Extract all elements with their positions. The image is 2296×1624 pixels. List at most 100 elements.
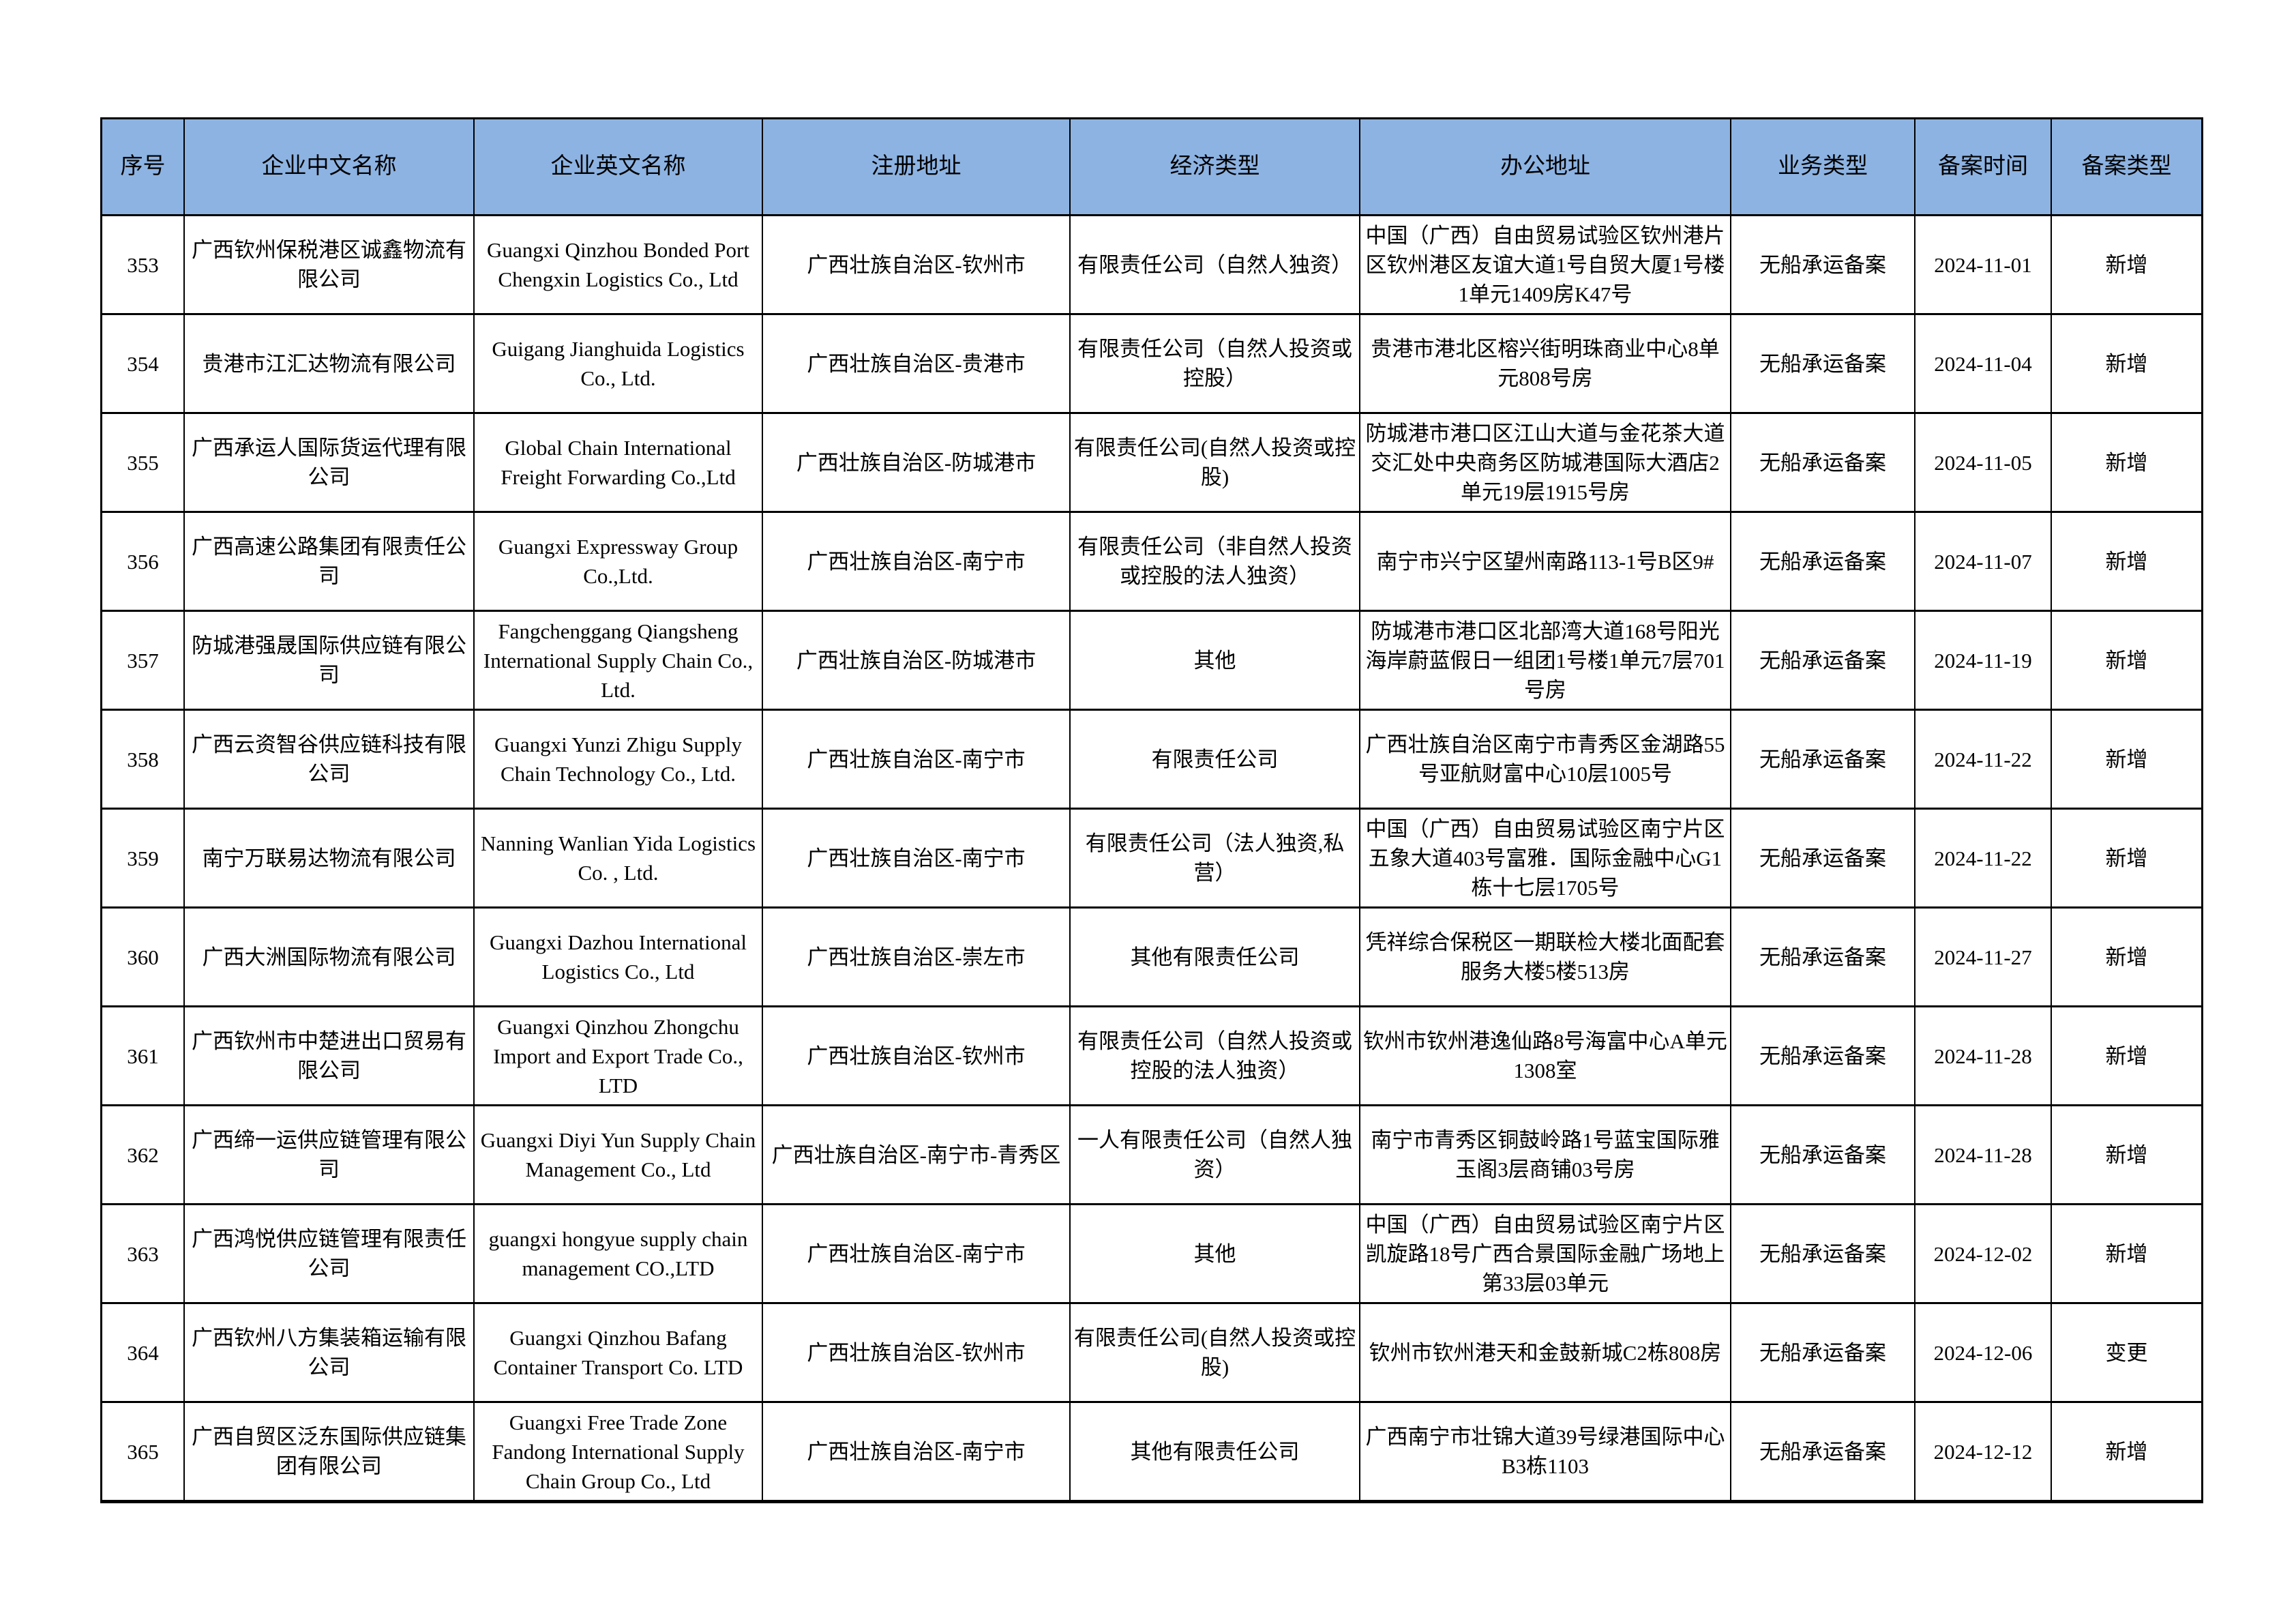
cell-registered-address: 广西壮族自治区-钦州市: [763, 1304, 1071, 1401]
cell-text: 2024-11-22: [1934, 846, 2032, 870]
cell-economic-type: 有限责任公司（自然人投资或控股）: [1071, 315, 1360, 412]
cell-text: 355: [127, 450, 159, 475]
cell-registered-address: 广西壮族自治区-钦州市: [763, 1007, 1071, 1104]
cell-text: 2024-11-28: [1934, 1044, 2032, 1068]
column-header-label: 企业中文名称: [261, 154, 397, 179]
cell-registered-address: 广西壮族自治区-贵港市: [763, 315, 1071, 412]
cell-text: 2024-11-19: [1934, 648, 2032, 673]
cell-text: 广西高速公路集团有限责任公司: [192, 535, 466, 588]
cell-office-address: 中国（广西）自由贸易试验区钦州港片区钦州港区友谊大道1号自贸大厦1号楼1单元14…: [1360, 216, 1731, 313]
cell-text: 无船承运备案: [1759, 252, 1886, 277]
cell-text: 钦州市钦州港天和金鼓新城C2栋808房: [1369, 1340, 1722, 1365]
cell-text: Guigang Jianghuida Logistics Co., Ltd.: [492, 337, 745, 390]
cell-text: 广西云资智谷供应链科技有限公司: [192, 733, 466, 786]
cell-text: 有限责任公司(自然人投资或控股): [1073, 436, 1356, 489]
cell-text: 新增: [2105, 252, 2148, 277]
cell-text: 354: [127, 351, 159, 376]
cell-text: 363: [127, 1241, 159, 1266]
column-header-label: 备案时间: [1938, 154, 2028, 179]
cell-office-address: 钦州市钦州港天和金鼓新城C2栋808房: [1360, 1304, 1731, 1401]
cell-text: 南宁市青秀区铜鼓岭路1号蓝宝国际雅玉阁3层商铺03号房: [1371, 1128, 1720, 1181]
cell-text: 新增: [2105, 945, 2148, 969]
cell-text: Guangxi Qinzhou Bafang Container Transpo…: [493, 1326, 743, 1379]
cell-serial-no: 364: [102, 1304, 185, 1401]
cell-text: 359: [127, 846, 159, 870]
column-header-business-type: 业务类型: [1731, 119, 1915, 214]
cell-office-address: 凭祥综合保税区一期联检大楼北面配套服务大楼5楼513房: [1360, 909, 1731, 1005]
column-header-label: 企业英文名称: [550, 154, 686, 179]
cell-text: 360: [127, 945, 159, 969]
cell-company-en-name: Global Chain International Freight Forwa…: [475, 414, 763, 511]
cell-text: 无船承运备案: [1759, 1340, 1886, 1365]
cell-office-address: 钦州市钦州港逸仙路8号海富中心A单元1308室: [1360, 1007, 1731, 1104]
cell-text: 358: [127, 747, 159, 771]
cell-text: 广西壮族自治区-南宁市: [807, 549, 1026, 574]
cell-text: 广西钦州保税港区诚鑫物流有限公司: [192, 238, 466, 291]
cell-filing-date: 2024-11-04: [1915, 315, 2052, 412]
cell-text: 中国（广西）自由贸易试验区钦州港片区钦州港区友谊大道1号自贸大厦1号楼1单元14…: [1365, 223, 1725, 306]
cell-filing-type: 新增: [2052, 513, 2201, 610]
cell-company-en-name: Guangxi Expressway Group Co.,Ltd.: [475, 513, 763, 610]
cell-filing-date: 2024-12-06: [1915, 1304, 2052, 1401]
cell-filing-type: 新增: [2052, 1007, 2201, 1104]
cell-text: 一人有限责任公司（自然人独资）: [1077, 1128, 1352, 1181]
table-row: 364 广西钦州八方集装箱运输有限公司 Guangxi Qinzhou Bafang…: [102, 1304, 2201, 1403]
cell-text: 其他: [1193, 1241, 1236, 1266]
cell-text: 防城港市港口区江山大道与金花茶大道交汇处中央商务区防城港国际大酒店2单元19层1…: [1365, 421, 1725, 504]
column-header-company-cn-name: 企业中文名称: [185, 119, 475, 214]
cell-economic-type: 有限责任公司: [1071, 711, 1360, 808]
cell-economic-type: 有限责任公司（非自然人投资或控股的法人独资）: [1071, 513, 1360, 610]
cell-economic-type: 其他: [1071, 612, 1360, 709]
cell-registered-address: 广西壮族自治区-南宁市: [763, 1205, 1071, 1302]
cell-filing-type: 新增: [2052, 810, 2201, 906]
table-row: 355 广西承运人国际货运代理有限公司 Global Chain Internati…: [102, 414, 2201, 513]
cell-text: 广西自贸区泛东国际供应链集团有限公司: [192, 1425, 466, 1478]
cell-filing-date: 2024-11-01: [1915, 216, 2052, 313]
cell-filing-type: 新增: [2052, 909, 2201, 1005]
cell-text: 有限责任公司（自然人投资或控股的法人独资）: [1077, 1029, 1352, 1082]
cell-text: 2024-11-27: [1934, 945, 2032, 969]
cell-text: 新增: [2105, 1439, 2148, 1464]
cell-text: 无船承运备案: [1759, 846, 1886, 870]
cell-company-cn-name: 广西自贸区泛东国际供应链集团有限公司: [185, 1403, 475, 1500]
cell-text: 广西壮族自治区-南宁市: [807, 1241, 1026, 1266]
cell-registered-address: 广西壮族自治区-南宁市: [763, 711, 1071, 808]
cell-company-cn-name: 广西缔一运供应链管理有限公司: [185, 1106, 475, 1203]
cell-company-cn-name: 广西承运人国际货运代理有限公司: [185, 414, 475, 511]
cell-text: 其他有限责任公司: [1130, 1439, 1300, 1464]
cell-text: 有限责任公司（自然人独资）: [1077, 252, 1352, 277]
cell-filing-date: 2024-12-02: [1915, 1205, 2052, 1302]
table-row: 356 广西高速公路集团有限责任公司 Guangxi Expressway Grou…: [102, 513, 2201, 612]
cell-serial-no: 356: [102, 513, 185, 610]
cell-text: 其他: [1193, 648, 1236, 673]
cell-text: 广西壮族自治区南宁市青秀区金湖路55号亚航财富中心10层1005号: [1365, 733, 1725, 786]
cell-company-en-name: Guangxi Free Trade Zone Fandong Internat…: [475, 1403, 763, 1500]
cell-text: 2024-11-01: [1934, 252, 2032, 277]
cell-text: 广西壮族自治区-崇左市: [807, 945, 1026, 969]
cell-text: 2024-11-22: [1934, 747, 2032, 771]
table-row: 359 南宁万联易达物流有限公司 Nanning Wanlian Yida Logi…: [102, 810, 2201, 909]
column-header-label: 业务类型: [1778, 154, 1868, 179]
cell-business-type: 无船承运备案: [1731, 711, 1915, 808]
cell-text: 365: [127, 1439, 159, 1464]
cell-text: Guangxi Dazhou International Logistics C…: [489, 930, 747, 984]
cell-text: 广西壮族自治区-钦州市: [807, 1340, 1026, 1365]
table-row: 365 广西自贸区泛东国际供应链集团有限公司 Guangxi Free Trade …: [102, 1403, 2201, 1501]
cell-text: 2024-12-12: [1933, 1439, 2033, 1464]
cell-office-address: 贵港市港北区榕兴街明珠商业中心8单元808号房: [1360, 315, 1731, 412]
cell-serial-no: 362: [102, 1106, 185, 1203]
cell-text: 有限责任公司: [1151, 747, 1279, 771]
cell-filing-date: 2024-11-05: [1915, 414, 2052, 511]
cell-office-address: 中国（广西）自由贸易试验区南宁片区凯旋路18号广西合景国际金融广场地上第33层0…: [1360, 1205, 1731, 1302]
cell-economic-type: 有限责任公司（自然人独资）: [1071, 216, 1360, 313]
cell-office-address: 南宁市青秀区铜鼓岭路1号蓝宝国际雅玉阁3层商铺03号房: [1360, 1106, 1731, 1203]
table-row: 354 贵港市江汇达物流有限公司 Guigang Jianghuida Logist…: [102, 315, 2201, 414]
cell-text: 无船承运备案: [1759, 549, 1886, 574]
cell-text: 356: [127, 549, 159, 574]
cell-serial-no: 361: [102, 1007, 185, 1104]
cell-company-cn-name: 广西高速公路集团有限责任公司: [185, 513, 475, 610]
column-header-label: 序号: [120, 154, 166, 179]
cell-text: 广西壮族自治区-南宁市-青秀区: [771, 1142, 1061, 1167]
cell-economic-type: 有限责任公司(自然人投资或控股): [1071, 1304, 1360, 1401]
cell-text: 广西壮族自治区-南宁市: [807, 1439, 1026, 1464]
